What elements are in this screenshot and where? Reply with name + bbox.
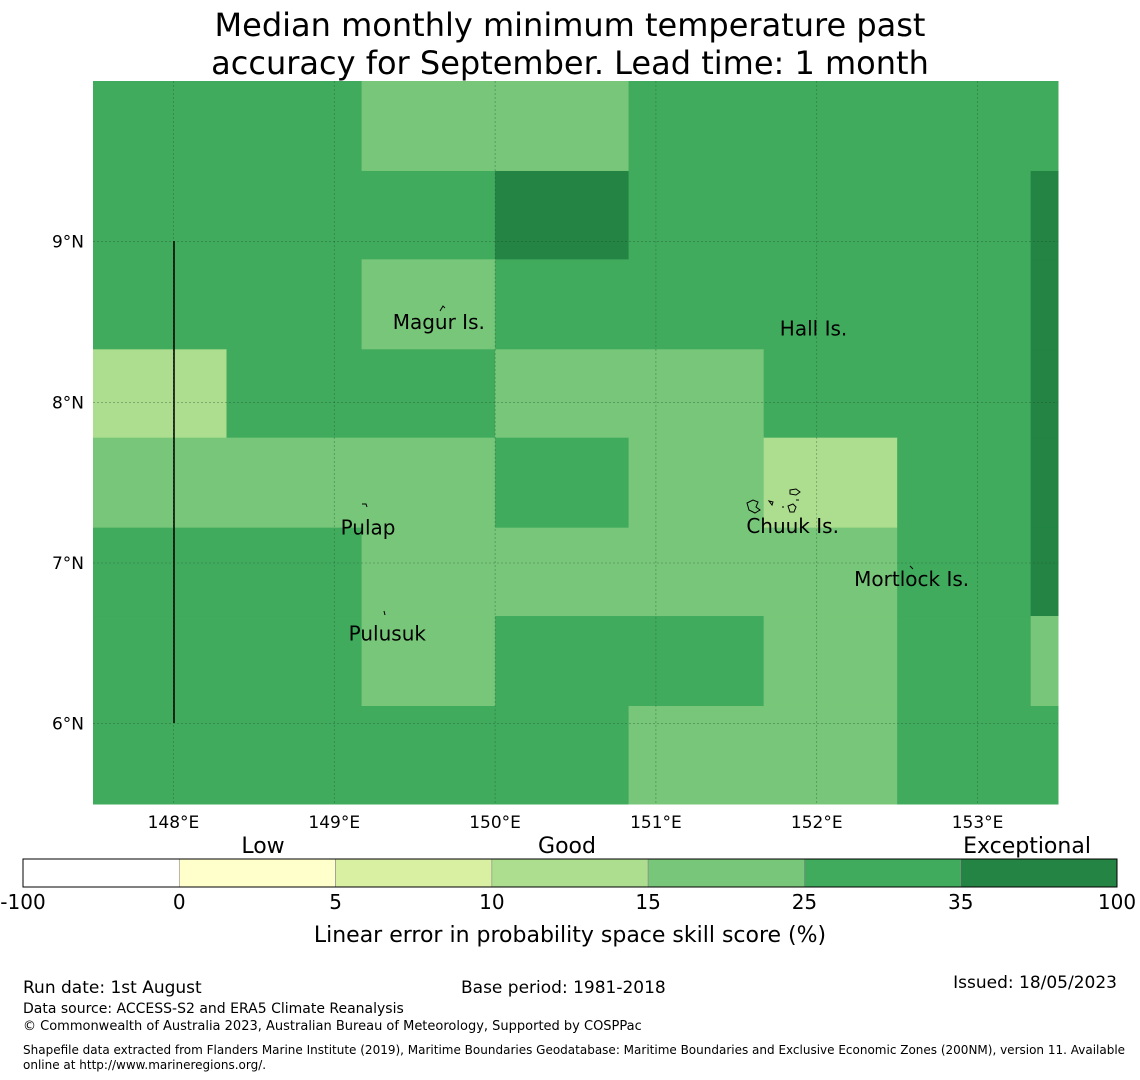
chuuk-lagoon-outline (746, 488, 801, 514)
heatmap-cell (1030, 616, 1059, 707)
mortlock-island-outline (909, 565, 914, 570)
heatmap-cell (93, 349, 227, 439)
heatmap-cell (1030, 349, 1059, 439)
latitude-tick-label: 9°N (52, 233, 84, 253)
colorbar-segment (960, 858, 1118, 888)
colorbar-tick-label: 25 (792, 890, 817, 914)
colorbar-tick-label: -100 (0, 890, 45, 914)
heatmap-cell (495, 170, 630, 260)
colorbar-tick-label: 15 (635, 890, 660, 914)
colorbar-frame (22, 858, 1118, 888)
place-label: Hall Is. (780, 316, 847, 340)
colorbar-tick-label: 35 (948, 890, 973, 914)
heatmap-cell (226, 349, 496, 439)
colorbar-segment (491, 858, 649, 888)
heatmap-cell (1030, 527, 1059, 617)
colorbar-segment (647, 858, 805, 888)
pulusuk-island-outline (383, 610, 386, 616)
copyright-notice: © Commonwealth of Australia 2023, Austra… (23, 1019, 642, 1034)
heatmap-cell (628, 170, 1032, 260)
place-label: Magur Is. (393, 310, 485, 334)
latitude-tick-label: 7°N (52, 554, 84, 574)
heatmap-cell (763, 616, 898, 707)
colorbar-segment (178, 858, 336, 888)
run-date: Run date: 1st August (23, 978, 202, 998)
colorbar-tick-label: 100 (1098, 890, 1136, 914)
longitude-tick-label: 149°E (308, 813, 360, 833)
heatmap-cell (897, 616, 1032, 707)
colorbar: -100 0 5 10 15 25 35 100 (0, 858, 1136, 914)
data-source: Data source: ACCESS-S2 and ERA5 Climate … (23, 1001, 404, 1017)
colorbar-label-low: Low (241, 834, 284, 859)
longitude-tick-label: 151°E (630, 813, 682, 833)
longitude-tick-label: 153°E (952, 813, 1004, 833)
heatmap-cell (628, 705, 898, 805)
place-label: Mortlock Is. (854, 567, 969, 591)
map-title-line-1: Median monthly minimum temperature past (214, 6, 926, 44)
latitude-tick-label: 6°N (52, 715, 84, 735)
place-label: Pulusuk (349, 622, 427, 646)
colorbar-label-exceptional: Exceptional (963, 834, 1091, 859)
colorbar-tick-label: 10 (479, 890, 504, 914)
shapefile-credit-line-2: online at http://www.marineregions.org/. (23, 1058, 267, 1072)
longitude-tick-label: 148°E (148, 813, 200, 833)
heatmap-cell (93, 259, 363, 350)
heatmap-cell (1030, 170, 1059, 260)
latitude-tick-labels: 9°N 8°N 7°N 6°N (52, 233, 84, 735)
heatmap-cell (628, 81, 1059, 172)
heatmap-cell (1030, 437, 1059, 529)
skill-score-map: Magur Is. Hall Is. Pulap Chuuk Is. Mortlock … (0, 81, 1136, 948)
longitude-tick-label: 152°E (791, 813, 843, 833)
shapefile-credit-line-1: Shapefile data extracted from Flanders M… (23, 1043, 1126, 1057)
heatmap-cell (628, 437, 765, 529)
heatmap-cell (93, 616, 363, 707)
colorbar-axis-label: Linear error in probability space skill … (314, 923, 826, 948)
colorbar-tick-label: 5 (329, 890, 342, 914)
heatmap-cells (93, 81, 1059, 805)
island-outlines (362, 305, 914, 616)
colorbar-segment (804, 858, 962, 888)
longitude-tick-labels: 148°E 149°E 150°E 151°E 152°E 153°E (148, 813, 1004, 833)
place-label: Chuuk Is. (746, 514, 839, 538)
heatmap-cell (93, 81, 363, 172)
base-period: Base period: 1981-2018 (461, 978, 666, 998)
heatmap-cell (361, 259, 496, 350)
magur-island-outline (439, 305, 446, 312)
heatmap-cell (495, 259, 1032, 350)
place-label: Pulap (341, 516, 396, 540)
latitude-tick-label: 8°N (52, 393, 84, 413)
heatmap-cell (1030, 259, 1059, 350)
heatmap-cell (361, 527, 898, 617)
map-title-line-2: accuracy for September. Lead time: 1 mon… (211, 44, 929, 82)
heatmap-cell (897, 527, 1032, 617)
longitude-tick-label: 150°E (469, 813, 521, 833)
colorbar-tick-label: 0 (173, 890, 186, 914)
heatmap-cell (897, 437, 1032, 529)
colorbar-label-good: Good (538, 834, 596, 859)
colorbar-segment (335, 858, 493, 888)
heatmap-cell (495, 349, 765, 439)
colorbar-segment (22, 858, 180, 888)
heatmap-cell (93, 705, 630, 805)
heatmap-cell (495, 616, 765, 707)
heatmap-cell (361, 616, 496, 707)
heatmap-cell (93, 527, 363, 617)
heatmap-cell (763, 437, 898, 529)
issued-date: Issued: 18/05/2023 (953, 973, 1117, 993)
pulap-island-outline (362, 503, 368, 508)
heatmap-cell (93, 437, 496, 529)
heatmap-cell (93, 170, 496, 260)
heatmap-cell (495, 437, 630, 529)
heatmap-cell (763, 349, 1032, 439)
place-labels: Magur Is. Hall Is. Pulap Chuuk Is. Mortlock … (341, 310, 970, 646)
